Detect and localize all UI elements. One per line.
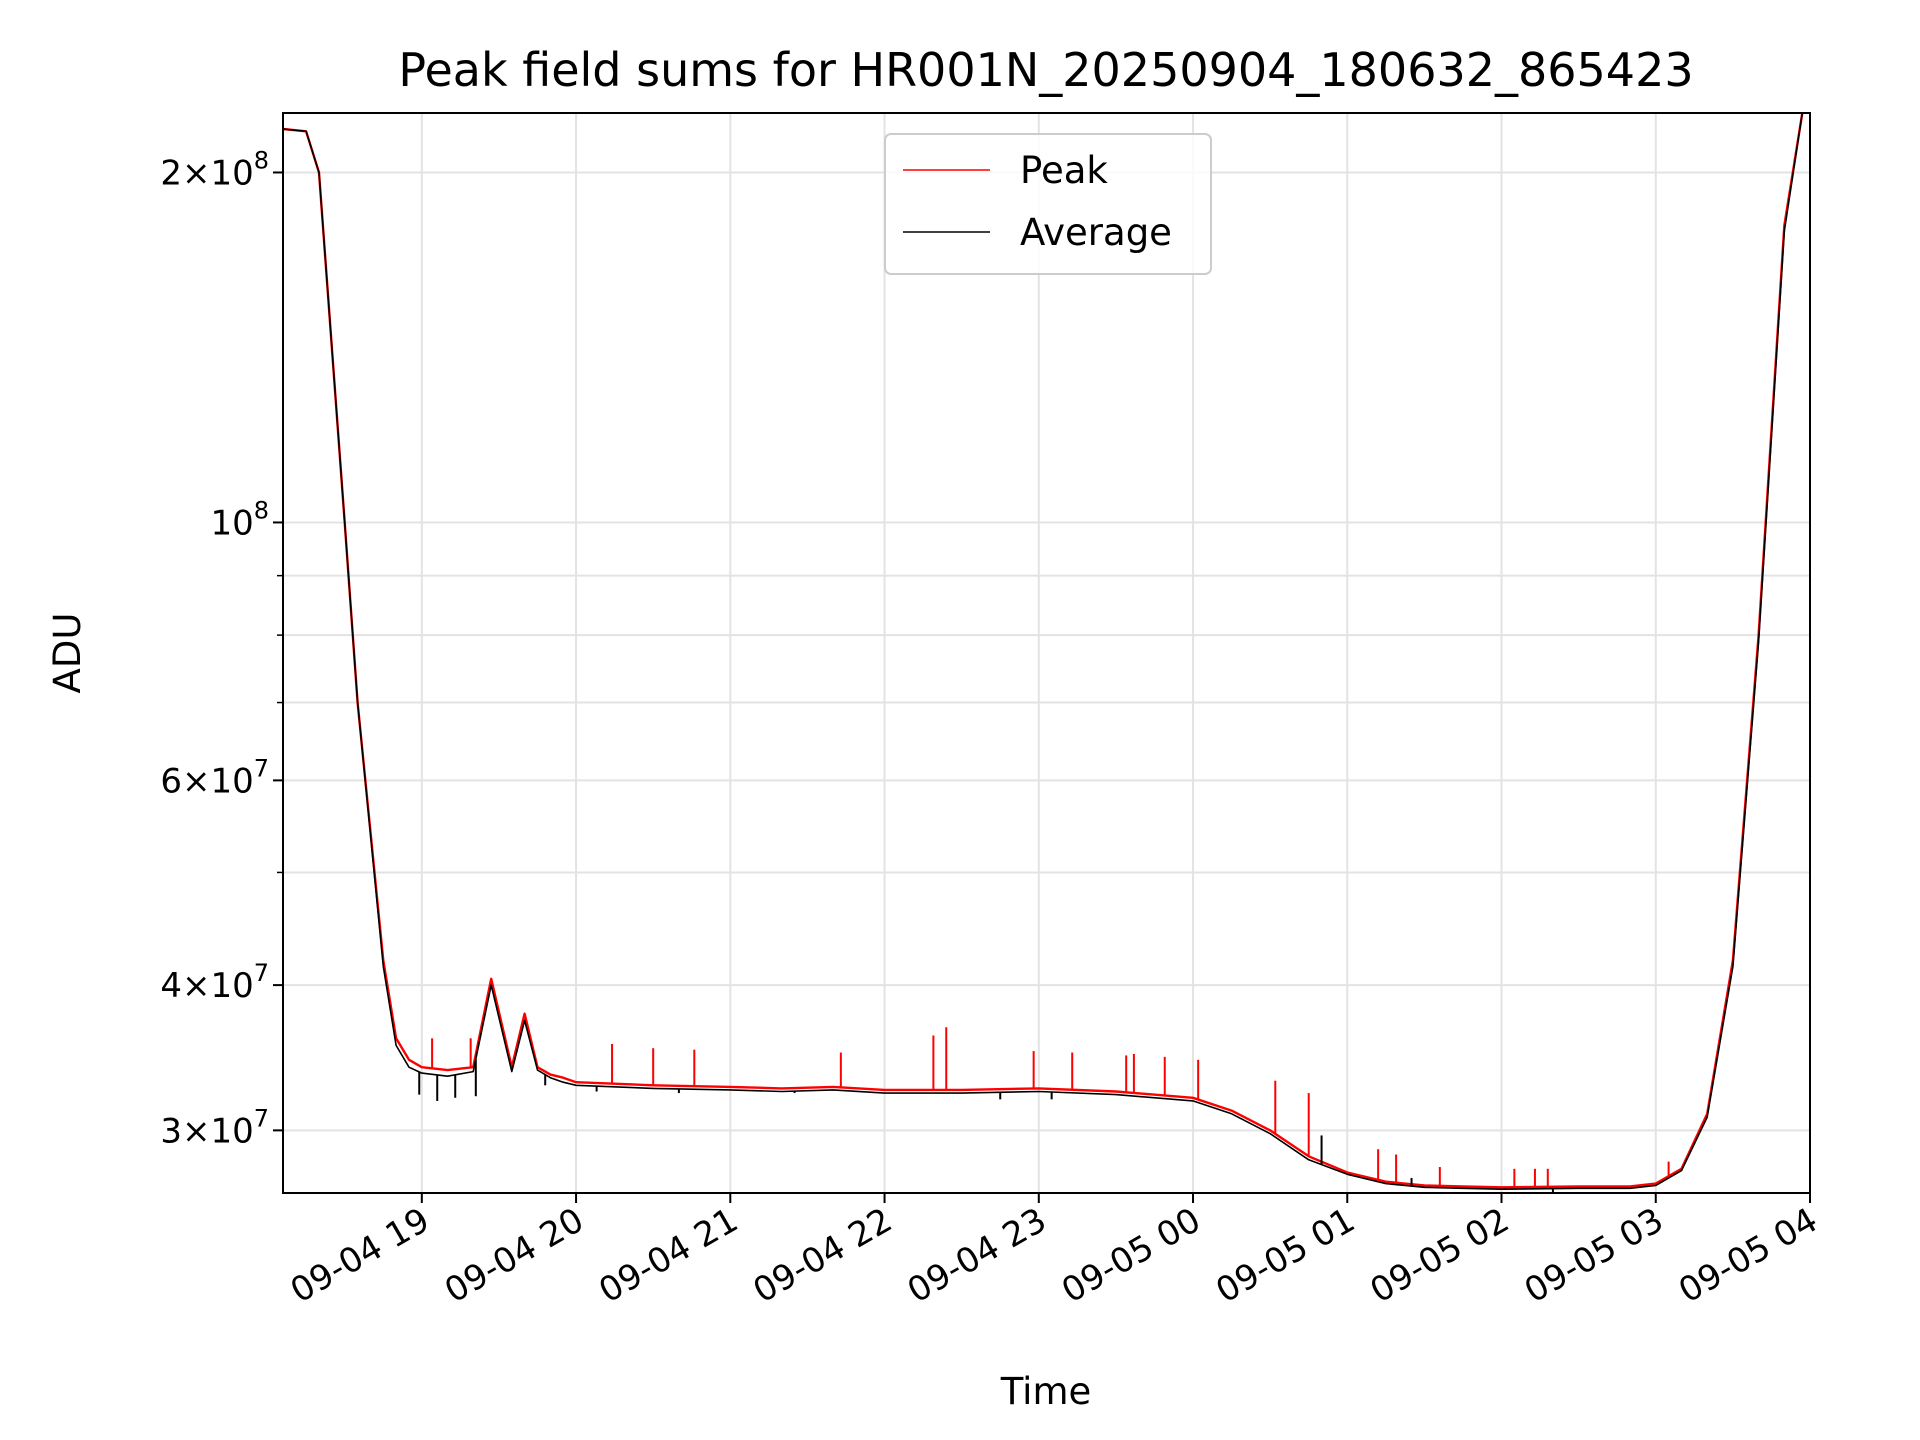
y-tick-label: 108 [210,496,269,543]
x-tick-label: 09-05 00 [1055,1200,1207,1311]
chart-title: Peak field sums for HR001N_20250904_1806… [398,43,1693,97]
x-axis: 09-04 19 09-04 20 09-04 21 09-04 22 09-04 23… [284,1193,1825,1311]
x-tick-label: 09-04 21 [592,1200,744,1311]
plot-area-background [283,113,1810,1193]
y-axis-label: ADU [46,613,89,694]
series-layer [283,113,1804,1193]
y-tick-label: 4×107 [160,959,269,1006]
x-tick-label: 09-04 20 [438,1200,590,1311]
series-line-peak [283,113,1804,1189]
x-tick-label: 09-05 02 [1364,1200,1516,1311]
legend-frame [884,133,1212,275]
x-tick-label: 09-05 01 [1209,1200,1361,1311]
y-tick-label: 2×108 [160,146,269,193]
x-tick-label: 09-04 19 [284,1200,436,1311]
y-axis: 3×107 4×107 6×107 108 2×108 [160,146,283,1151]
plot-frame [282,112,1811,1194]
x-tick-label: 09-04 22 [747,1200,899,1311]
series-line-average [283,113,1804,1190]
legend-label-peak: Peak [1020,149,1108,192]
legend: Peak Average [884,133,1212,275]
x-axis-label: Time [1000,1370,1092,1413]
y-tick-label: 6×107 [160,754,269,801]
legend-label-average: Average [1020,211,1172,254]
x-tick-label: 09-05 03 [1518,1200,1670,1311]
x-tick-label: 09-05 04 [1672,1200,1824,1311]
y-tick-label: 3×107 [160,1104,269,1151]
x-tick-label: 09-04 23 [901,1200,1053,1311]
